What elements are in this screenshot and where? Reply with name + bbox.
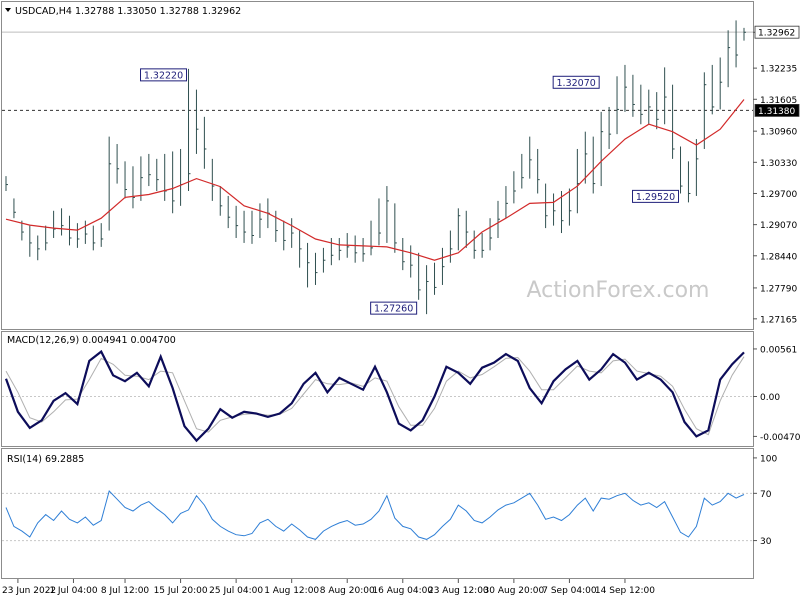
price-title-group: USDCAD,H4 1.32788 1.33050 1.32788 1.3296…: [5, 6, 241, 17]
last-price-label-box: [754, 25, 800, 39]
x-tick-label: 23 Aug 12:00: [428, 586, 489, 596]
price-y-tick-label: 1.27165: [760, 315, 797, 325]
macd-y-tick-label: 0.00: [760, 393, 780, 403]
x-tick-label: 8 Aug 20:00: [320, 586, 375, 596]
x-tick-label: 30 Aug 20:00: [484, 586, 545, 596]
rsi-y-tick-label: 30: [760, 537, 772, 547]
rsi-panel-frame: [1, 448, 754, 579]
price-y-tick-label: 1.28440: [760, 252, 797, 262]
annotation-label: 1.29520: [636, 192, 675, 203]
x-tick-label: 14 Sep 12:00: [595, 586, 655, 596]
price-y-tick-label: 1.29700: [760, 190, 797, 200]
annotation-box: [370, 301, 418, 315]
x-tick-label: 25 Jul 04:00: [209, 586, 263, 596]
last-price-label: 1.32962: [758, 29, 795, 39]
annotation-box: [632, 189, 680, 203]
price-panel-title: USDCAD,H4 1.32788 1.33050 1.32788 1.3296…: [15, 6, 241, 17]
hline-price-label-box: [754, 104, 800, 117]
y-axis-labels: 1.329601.322351.316051.309601.303301.297…: [753, 25, 800, 547]
price-y-tick-label: 1.31605: [760, 96, 797, 106]
x-tick-label: 8 Jul 12:00: [101, 586, 150, 596]
price-annotations: 1.32220 1.27260 1.32070 1.29520: [140, 68, 680, 315]
annotation-label: 1.32220: [144, 70, 183, 81]
annotation-label: 1.27260: [374, 304, 413, 315]
price-y-tick-label: 1.27790: [760, 284, 797, 294]
annotation-box: [552, 75, 600, 89]
x-tick-label: 15 Jul 20:00: [154, 586, 208, 596]
macd-y-tick-label: 0.00561: [760, 345, 797, 355]
rsi-panel-title: RSI(14) 69.2885: [7, 454, 84, 465]
macd-line: [4, 349, 745, 443]
x-tick-label: 16 Aug 04:00: [372, 586, 433, 596]
price-y-tick-label: 1.32235: [760, 65, 797, 75]
price-y-tick-label: 1.30960: [760, 128, 797, 138]
moving-average-line: [5, 99, 745, 261]
macd-panel-title: MACD(12,26,9) 0.004941 0.004700: [7, 335, 176, 346]
price-y-tick-label: 1.29070: [760, 221, 797, 231]
annotation-label: 1.32070: [557, 78, 596, 89]
x-tick-label: 23 Jun 2022: [2, 586, 56, 596]
dropdown-triangle-icon: [5, 8, 11, 12]
price-panel-frame: [1, 1, 754, 330]
price-bars: [5, 20, 746, 315]
macd-y-tick-label: -0.004705: [760, 433, 800, 443]
rsi-y-tick-label: 70: [760, 490, 772, 500]
x-tick-label: 1 Jul 04:00: [49, 586, 98, 596]
hline-price-label: 1.31380: [758, 107, 795, 117]
rsi-line: [5, 490, 745, 540]
rsi-y-tick-label: 100: [760, 454, 777, 464]
watermark: ActionForex.com: [527, 278, 710, 303]
x-tick-label: 7 Sep 04:00: [542, 586, 597, 596]
macd-panel-frame: [1, 331, 754, 447]
price-y-tick-label: 1.30330: [760, 159, 797, 169]
x-tick-label: 1 Aug 12:00: [264, 586, 319, 596]
annotation-box: [140, 68, 188, 82]
